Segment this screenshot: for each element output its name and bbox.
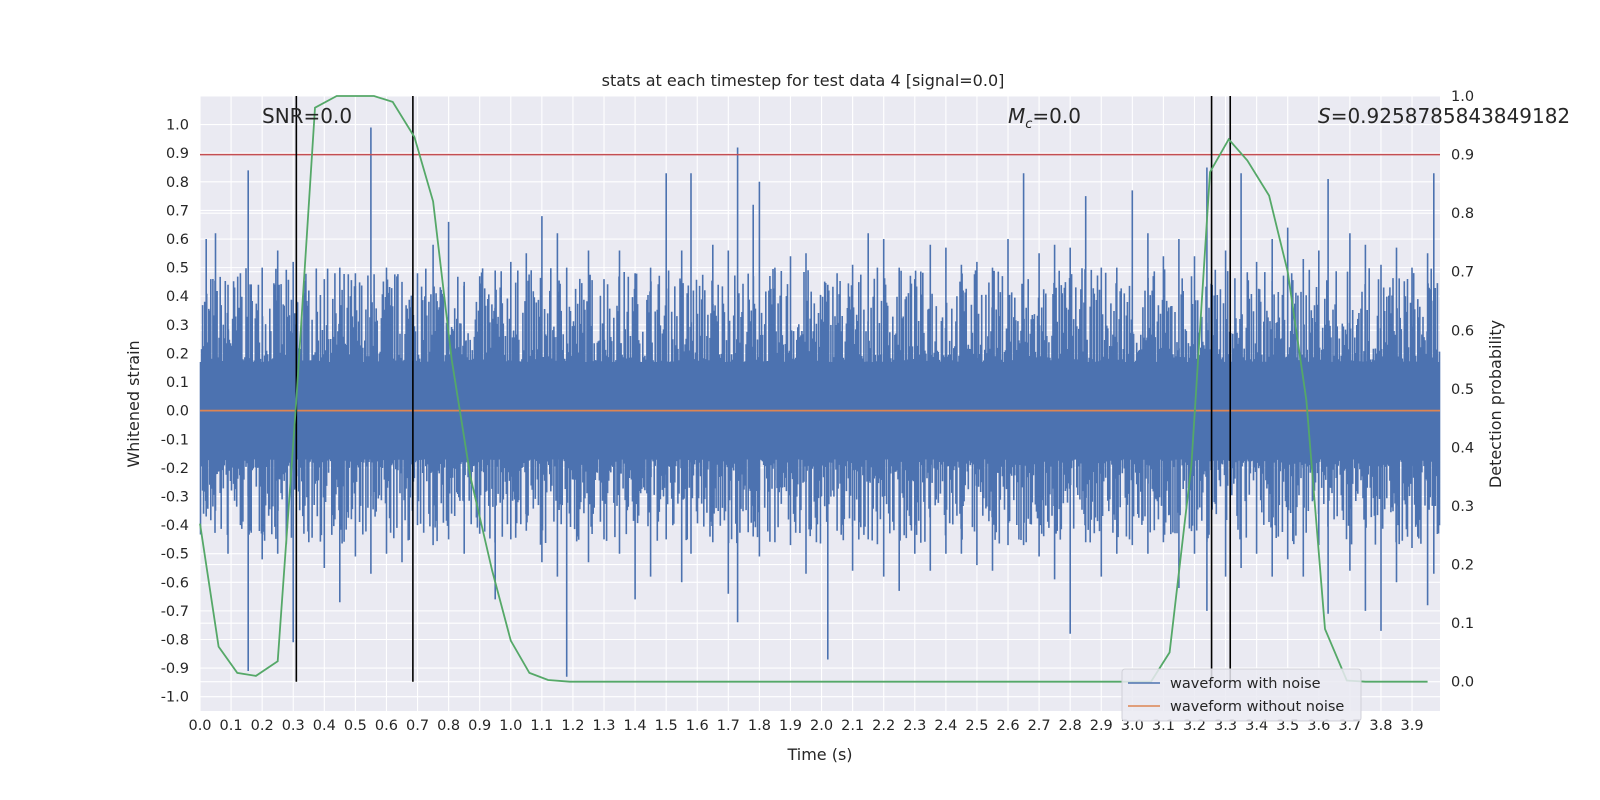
- x-tick-label: 3.4: [1245, 718, 1268, 734]
- x-tick-label: 2.5: [965, 718, 988, 734]
- y-tick-label: -0.3: [161, 489, 189, 505]
- chirp-mass-annotation: Mc=0.0: [1008, 104, 1081, 132]
- x-tick-label: 2.3: [903, 718, 926, 734]
- y2-axis-label: Detection probability: [1486, 320, 1505, 488]
- y-tick-label: 0.5: [166, 261, 189, 277]
- x-tick-label: 1.5: [655, 718, 678, 734]
- y2-tick-label: 1.0: [1451, 89, 1474, 105]
- y-tick-label: -0.8: [161, 632, 189, 648]
- y-tick-label: 0.6: [166, 232, 189, 248]
- x-tick-label: 3.8: [1369, 718, 1392, 734]
- y2-tick-label: 0.9: [1451, 148, 1474, 164]
- y2-tick-label: 0.8: [1451, 206, 1474, 222]
- score-annotation: S=0.9258785843849182: [1318, 104, 1570, 128]
- x-tick-label: 0.9: [468, 718, 491, 734]
- y-tick-label: -0.6: [161, 575, 189, 591]
- y2-axis-ticks: 1.0 0.9 0.8 0.7 0.6 0.5 0.4 0.3 0.2 0.1 0.0: [1451, 89, 1474, 691]
- x-tick-label: 1.4: [624, 718, 647, 734]
- x-tick-label: 2.8: [1059, 718, 1082, 734]
- x-tick-label: 3.5: [1276, 718, 1299, 734]
- x-tick-label: 2.0: [810, 718, 833, 734]
- snr-annotation: SNR=0.0: [262, 104, 352, 128]
- y-tick-label: 0.2: [166, 346, 189, 362]
- x-tick-label: 0.7: [406, 718, 429, 734]
- x-tick-label: 0.4: [313, 718, 336, 734]
- x-tick-label: 1.7: [717, 718, 740, 734]
- y2-tick-label: 0.1: [1451, 616, 1474, 632]
- x-tick-label: 1.2: [561, 718, 584, 734]
- series-detection-probability: [199, 95, 1428, 683]
- y2-tick-label: 0.4: [1451, 440, 1474, 456]
- y-tick-label: 0.9: [166, 146, 189, 162]
- x-tick-label: 1.9: [779, 718, 802, 734]
- x-axis-label: Time (s): [786, 745, 852, 764]
- y-tick-label: 0.3: [166, 318, 189, 334]
- chirp-mass-symbol: M: [1008, 104, 1025, 128]
- legend-box: [1121, 668, 1362, 722]
- x-tick-label: 3.1: [1152, 718, 1175, 734]
- y2-tick-label: 0.7: [1451, 265, 1474, 281]
- legend-label-waveform-without-noise: waveform without noise: [1170, 699, 1344, 715]
- x-tick-label: 3.2: [1183, 718, 1206, 734]
- x-tick-label: 3.7: [1338, 718, 1361, 734]
- x-tick-label: 2.4: [934, 718, 957, 734]
- score-symbol: S: [1318, 104, 1331, 128]
- x-tick-label: 1.8: [748, 718, 771, 734]
- x-tick-label: 1.0: [499, 718, 522, 734]
- x-axis-ticks: 0.0 0.1 0.2 0.3 0.4 0.5 0.6 0.7 0.8 0.9 1.0 1.1 1.2 1…: [188, 718, 1423, 734]
- x-tick-label: 2.9: [1090, 718, 1113, 734]
- x-tick-label: 2.6: [996, 718, 1019, 734]
- y-tick-label: 1.0: [166, 118, 189, 134]
- x-tick-label: 3.6: [1307, 718, 1330, 734]
- x-tick-label: 3.0: [1121, 718, 1144, 734]
- y-axis-label: Whitened strain: [124, 340, 143, 467]
- x-tick-label: 0.5: [344, 718, 367, 734]
- x-tick-label: 2.1: [841, 718, 864, 734]
- chirp-mass-subscript: c: [1025, 117, 1032, 132]
- y-tick-label: -1.0: [161, 690, 189, 706]
- x-tick-label: 0.2: [251, 718, 274, 734]
- y-tick-label: -0.7: [161, 604, 189, 620]
- legend-label-waveform-with-noise: waveform with noise: [1170, 676, 1321, 692]
- x-tick-label: 1.1: [530, 718, 553, 734]
- x-tick-label: 0.6: [375, 718, 398, 734]
- y-axis-ticks: 1.0 0.9 0.8 0.7 0.6 0.5 0.4 0.3 0.2 0.1 0.0 -0.1 -0.…: [161, 118, 189, 706]
- x-tick-label: 1.6: [686, 718, 709, 734]
- score-value: =0.9258785843849182: [1331, 104, 1570, 128]
- y-tick-label: -0.4: [161, 518, 189, 534]
- y-tick-label: 0.4: [166, 289, 189, 305]
- y2-tick-label: 0.5: [1451, 382, 1474, 398]
- x-tick-label: 0.8: [437, 718, 460, 734]
- y-tick-label: 0.8: [166, 175, 189, 191]
- x-tick-label: 3.3: [1214, 718, 1237, 734]
- legend: waveform with noise waveform without noi…: [1121, 668, 1362, 722]
- chart-title: stats at each timestep for test data 4 […: [602, 71, 1005, 90]
- x-tick-label: 0.3: [282, 718, 305, 734]
- y2-tick-label: 0.6: [1451, 323, 1474, 339]
- y-tick-label: 0.1: [166, 375, 189, 391]
- x-tick-label: 0.1: [220, 718, 243, 734]
- y2-tick-label: 0.2: [1451, 558, 1474, 574]
- chirp-mass-value: =0.0: [1032, 104, 1081, 128]
- y-tick-label: -0.5: [161, 547, 189, 563]
- x-tick-label: 2.7: [1028, 718, 1051, 734]
- y-tick-label: 0.0: [166, 404, 189, 420]
- y-tick-label: -0.1: [161, 432, 189, 448]
- y-tick-label: -0.9: [161, 661, 189, 677]
- x-tick-label: 1.3: [592, 718, 615, 734]
- x-tick-label: 3.9: [1400, 718, 1423, 734]
- y2-tick-label: 0.3: [1451, 499, 1474, 515]
- y-tick-label: 0.7: [166, 203, 189, 219]
- y2-tick-label: 0.0: [1451, 675, 1474, 691]
- y-tick-label: -0.2: [161, 461, 189, 477]
- x-tick-label: 2.2: [872, 718, 895, 734]
- x-tick-label: 0.0: [188, 718, 211, 734]
